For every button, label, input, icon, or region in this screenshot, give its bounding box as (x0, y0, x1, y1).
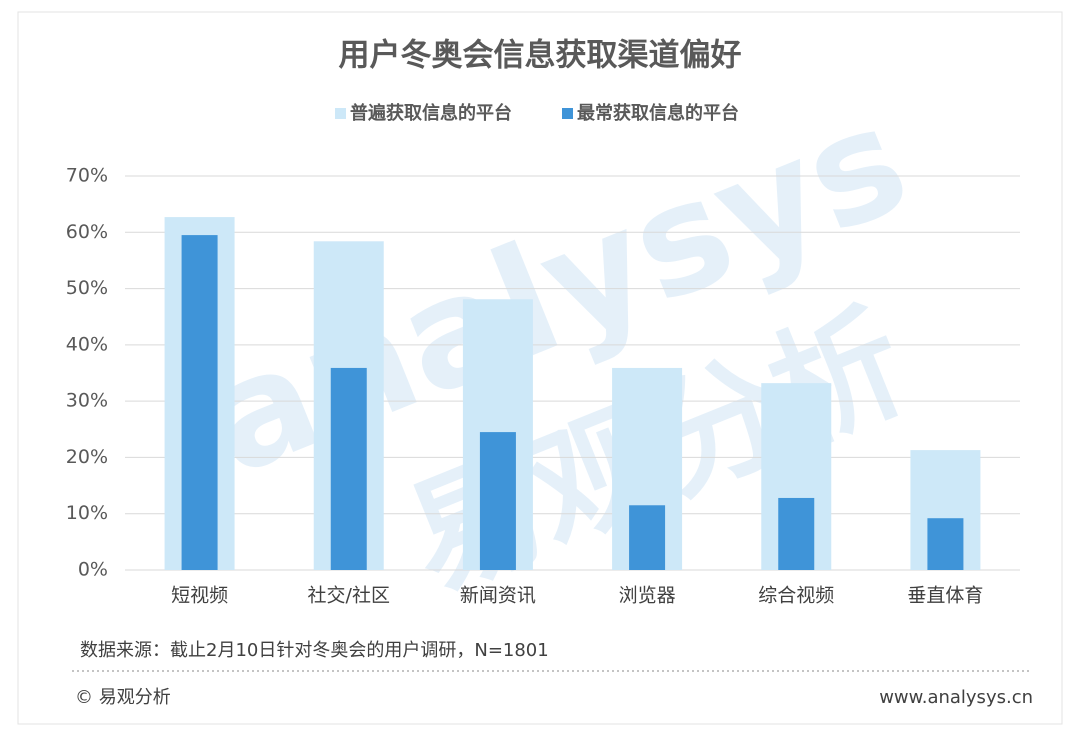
legend-label: 最常获取信息的平台 (577, 102, 739, 124)
y-tick-label: 70% (66, 165, 108, 187)
y-tick-label: 40% (66, 333, 108, 355)
x-tick-label: 垂直体育 (907, 585, 983, 607)
y-tick-label: 30% (66, 390, 108, 412)
plot-area: 0% 10% 20% 30% 40% 50% 60% 70% 短视频 社交/社区 新闻资讯 浏览器 综合… (66, 165, 1020, 607)
x-tick-label: 社交/社区 (308, 585, 390, 607)
website: www.analysys.cn (879, 687, 1033, 708)
source-note: 数据来源：截止2月10日针对冬奥会的用户调研，N=1801 (80, 640, 549, 661)
legend-swatch (335, 108, 346, 119)
legend-label: 普遍获取信息的平台 (350, 102, 512, 124)
x-tick-label: 新闻资讯 (460, 585, 536, 607)
x-tick-label: 浏览器 (619, 585, 676, 607)
legend: 普遍获取信息的平台 最常获取信息的平台 (335, 102, 739, 124)
copyright: © 易观分析 (75, 687, 171, 708)
y-tick-label: 20% (66, 446, 108, 468)
bar (927, 518, 964, 570)
legend-swatch (562, 108, 573, 119)
chart-title: 用户冬奥会信息获取渠道偏好 (339, 38, 742, 74)
y-tick-label: 60% (66, 221, 108, 243)
y-tick-label: 10% (66, 502, 108, 524)
y-tick-label: 0% (78, 559, 108, 581)
bar (479, 432, 516, 570)
bar (330, 367, 367, 570)
x-tick-label: 综合视频 (758, 585, 834, 607)
y-tick-label: 50% (66, 277, 108, 299)
bar (181, 235, 218, 570)
bar (778, 497, 815, 570)
x-tick-label: 短视频 (171, 585, 228, 607)
bar (629, 505, 666, 570)
